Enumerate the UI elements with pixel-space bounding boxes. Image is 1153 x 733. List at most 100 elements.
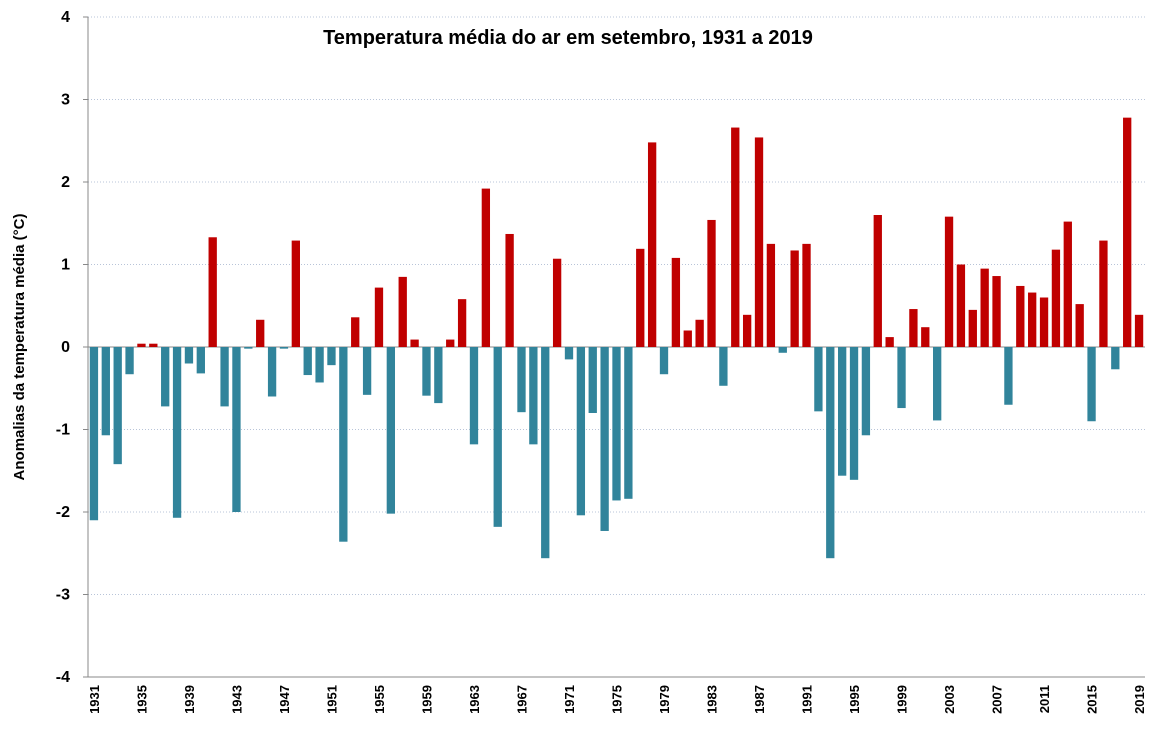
bar <box>517 347 526 413</box>
bar <box>576 347 586 516</box>
bar <box>386 347 396 514</box>
bar <box>790 250 799 347</box>
y-tick-label: -3 <box>56 587 70 604</box>
bar <box>814 347 823 412</box>
bar <box>826 347 835 559</box>
y-tick-label: 2 <box>61 174 70 191</box>
x-tick-label: 1955 <box>372 685 387 714</box>
bar <box>837 347 847 476</box>
x-tick-label: 1951 <box>324 685 339 714</box>
bar <box>398 276 407 347</box>
x-tick-label: 1991 <box>800 685 815 714</box>
bar <box>1028 292 1037 347</box>
bar <box>493 347 502 527</box>
bar <box>671 257 681 347</box>
bar <box>457 299 467 347</box>
bar <box>624 347 633 499</box>
bar <box>636 248 645 347</box>
bar <box>208 237 217 347</box>
bar <box>683 330 692 347</box>
bar <box>600 347 609 531</box>
x-tick-label: 1963 <box>467 685 482 714</box>
x-tick-label: 2011 <box>1037 685 1052 713</box>
bar <box>469 347 479 445</box>
bar <box>1087 347 1096 422</box>
bar <box>1123 117 1132 348</box>
bar <box>933 347 942 421</box>
x-tick-label: 1947 <box>277 685 292 714</box>
bar <box>885 337 894 347</box>
bar <box>921 327 930 347</box>
bar <box>220 347 229 407</box>
bar <box>101 347 110 436</box>
bar <box>1134 314 1144 347</box>
bar <box>529 347 538 445</box>
x-tick-label: 1939 <box>182 685 197 714</box>
bar <box>244 347 253 349</box>
bar <box>731 127 740 347</box>
bar <box>742 314 752 347</box>
x-tick-label: 2003 <box>942 685 957 714</box>
bar <box>944 216 954 347</box>
bar <box>1075 304 1084 347</box>
bar <box>279 347 289 349</box>
bar <box>564 347 574 360</box>
bar <box>327 347 336 366</box>
bar <box>1016 285 1025 347</box>
bar <box>410 339 419 347</box>
x-tick-label: 1979 <box>657 685 672 714</box>
y-tick-label: 4 <box>61 9 70 26</box>
bar <box>446 339 455 347</box>
x-tick-label: 1983 <box>705 685 720 714</box>
x-tick-label: 1999 <box>895 685 910 714</box>
bar <box>802 243 811 347</box>
bar <box>612 347 621 501</box>
bar <box>137 343 146 347</box>
bar <box>1004 347 1013 405</box>
bar <box>695 319 704 347</box>
bar <box>113 347 122 465</box>
bar <box>1051 249 1061 347</box>
bar <box>1099 240 1108 347</box>
bar <box>267 347 277 397</box>
bar <box>422 347 431 396</box>
bar <box>434 347 443 404</box>
bar <box>1111 347 1120 370</box>
x-tick-label: 1971 <box>562 685 577 714</box>
bar <box>339 347 348 542</box>
bar <box>980 268 989 347</box>
bar <box>909 309 918 347</box>
bar <box>351 317 360 347</box>
bar <box>362 347 372 395</box>
bar <box>659 347 669 375</box>
bar <box>754 137 764 347</box>
bar <box>89 347 99 521</box>
bar <box>172 347 182 518</box>
bar <box>505 233 514 347</box>
bar <box>149 343 158 347</box>
y-tick-label: -2 <box>56 504 70 521</box>
x-tick-label: 2019 <box>1132 685 1147 714</box>
bar <box>196 347 205 374</box>
bar <box>968 309 977 347</box>
x-tick-label: 1987 <box>752 685 767 714</box>
bar <box>184 347 194 364</box>
bar <box>374 287 384 347</box>
x-tick-label: 1975 <box>610 685 625 714</box>
bar <box>861 347 871 436</box>
bar <box>1039 297 1049 347</box>
bar <box>588 347 597 413</box>
bar <box>291 240 300 347</box>
x-tick-label: 1967 <box>514 685 529 714</box>
bar <box>256 319 265 347</box>
bar <box>552 258 562 347</box>
x-tick-label: 1935 <box>134 685 149 714</box>
bar <box>719 347 728 386</box>
bar <box>897 347 906 409</box>
bar <box>849 347 859 480</box>
bar <box>125 347 134 375</box>
bar <box>315 347 324 383</box>
bar <box>647 142 657 347</box>
y-tick-label: 1 <box>61 257 70 274</box>
